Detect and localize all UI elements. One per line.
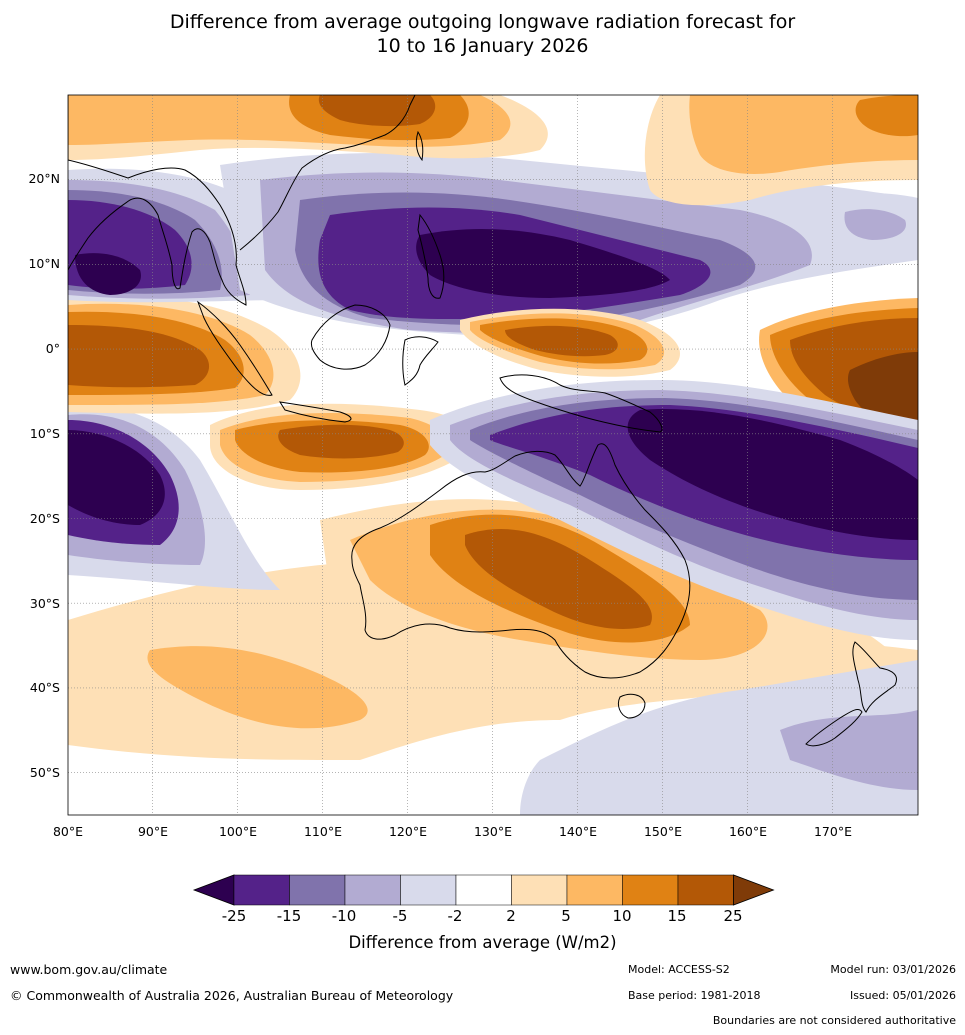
- lat-label-30s: 30°S: [29, 596, 60, 611]
- anomaly-region-west-pacific-cool-5: [416, 228, 670, 298]
- south-island-nz-coastline: [805, 709, 863, 747]
- colorbar-tick: 5: [561, 907, 571, 925]
- coastlines: [68, 95, 897, 747]
- colorbar-tick: -25: [221, 907, 247, 925]
- colorbar-tick: -15: [276, 907, 302, 925]
- chart-title-line1: Difference from average outgoing longwav…: [169, 11, 796, 33]
- lat-label-10s: 10°S: [29, 426, 60, 441]
- lat-label-20s: 20°S: [29, 511, 60, 526]
- colorbar-extend-low: [192, 874, 235, 906]
- anomaly-region-north-pacific-warm-4: [318, 95, 436, 127]
- colorbar-extend-high: [733, 874, 775, 906]
- philippines-coastline: [417, 213, 445, 299]
- anomaly-region-south-of-java-warm-4: [278, 424, 404, 459]
- colorbar-tick: 2: [506, 907, 516, 925]
- lat-label-20n: 20°N: [28, 171, 60, 186]
- anomaly-region-equatorial-indian-warm-4: [68, 325, 210, 388]
- footer-base-period: Base period: 1981-2018: [628, 989, 761, 1002]
- footer-disclaimer: Boundaries are not considered authoritat…: [712, 1014, 956, 1027]
- lon-label-110e: 110°E: [303, 824, 342, 839]
- lon-label-170e: 170°E: [813, 824, 852, 839]
- anomaly-region-north-indian-cool-5: [75, 253, 141, 295]
- java-coastline: [279, 401, 352, 423]
- footer-model: Model: ACCESS-S2: [628, 963, 730, 976]
- anomaly-region-australia-warm-4: [465, 529, 652, 630]
- anomaly-region-sw-pacific-cool-5: [627, 409, 918, 540]
- footer-model-run: Model run: 03/01/2026: [830, 963, 956, 976]
- footer-url: www.bom.gov.au/climate: [10, 962, 168, 977]
- colorbar-segment: [400, 874, 457, 906]
- colorbar-tick: 10: [612, 907, 632, 925]
- anomaly-region-tasman-cool-2: [780, 710, 918, 790]
- indochina-coastline: [239, 95, 416, 251]
- colorbar: [192, 874, 775, 906]
- lon-label-140e: 140°E: [558, 824, 597, 839]
- anomaly-region-tasman-cool: [520, 660, 918, 815]
- colorbar-tick: 15: [667, 907, 687, 925]
- colorbar-segment: [511, 874, 568, 906]
- lat-label-equator: 0°: [45, 341, 60, 356]
- colorbar-tick: -10: [331, 907, 357, 925]
- mainland-southeast-asia-coastline: [68, 95, 247, 306]
- lat-label-50s: 50°S: [29, 765, 60, 780]
- anomaly-region-north-pacific-cool-patch-2: [844, 209, 906, 240]
- anomaly-region-southern-warm-2: [147, 646, 368, 729]
- colorbar-segment: [566, 874, 623, 906]
- colorbar-tick: -2: [447, 907, 463, 925]
- footer-copyright: © Commonwealth of Australia 2026, Austra…: [10, 988, 454, 1003]
- sulawesi-coastline: [402, 336, 439, 386]
- colorbar-segment: [344, 874, 401, 906]
- anomaly-region-png-warm-4: [505, 325, 618, 357]
- lon-label-100e: 100°E: [218, 824, 257, 839]
- anomaly-region-indian-ocean-cool-4: [68, 430, 165, 525]
- colorbar-segment: [455, 874, 512, 906]
- colorbar-segment: [677, 874, 734, 906]
- anomaly-field: [68, 95, 918, 815]
- north-island-nz-coastline: [852, 641, 897, 713]
- lon-label-80e: 80°E: [52, 824, 84, 839]
- lon-label-120e: 120°E: [388, 824, 427, 839]
- new-guinea-coastline: [499, 374, 663, 433]
- colorbar-tick: 25: [723, 907, 743, 925]
- map-gridlines: [68, 95, 918, 815]
- colorbar-segment: [289, 874, 346, 906]
- borneo-coastline: [310, 304, 391, 370]
- tasmania-coastline: [617, 693, 646, 719]
- lon-label-150e: 150°E: [643, 824, 682, 839]
- colorbar-segment: [622, 874, 679, 906]
- colorbar-tick: -5: [392, 907, 408, 925]
- chart-title-line2: 10 to 16 January 2026: [376, 35, 589, 57]
- map-frame: [67, 94, 919, 816]
- lon-label-90e: 90°E: [137, 824, 169, 839]
- taiwan-coastline: [415, 130, 424, 162]
- australia-coastline: [351, 443, 691, 679]
- lat-label-40s: 40°S: [29, 680, 60, 695]
- sumatra-coastline: [196, 300, 273, 396]
- footer-issued: Issued: 05/01/2026: [849, 989, 956, 1002]
- lat-label-10n: 10°N: [28, 256, 60, 271]
- lon-label-160e: 160°E: [728, 824, 767, 839]
- colorbar-segment: [233, 874, 290, 906]
- lon-label-130e: 130°E: [473, 824, 512, 839]
- anomaly-region-northeast-pacific-warm-3: [855, 95, 918, 137]
- colorbar-label: Difference from average (W/m2): [348, 933, 617, 952]
